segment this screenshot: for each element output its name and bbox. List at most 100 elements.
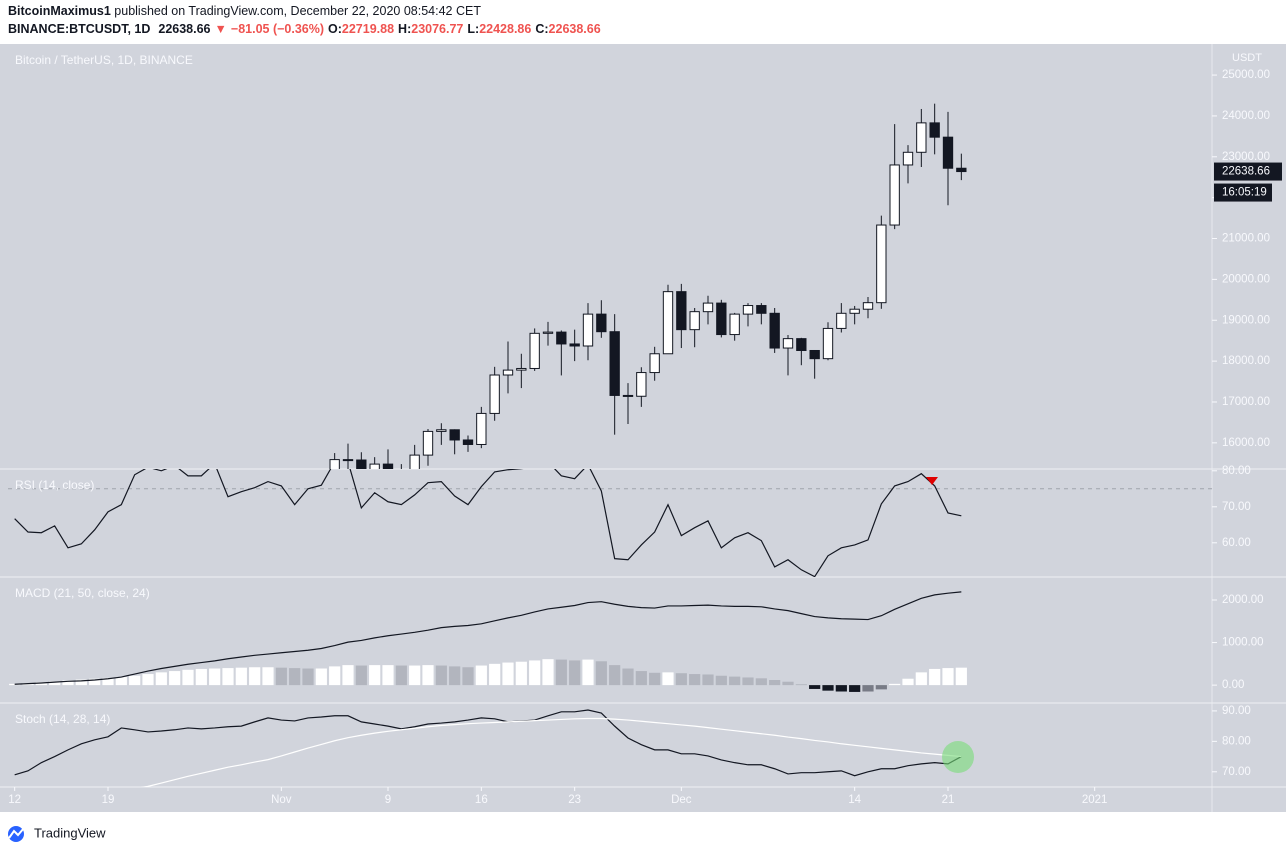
histogram-bar [62,680,74,686]
histogram-bar [622,668,634,686]
histogram-bar [542,659,554,686]
candle-body [876,224,887,304]
histogram-bar [569,660,581,686]
symbol: BINANCE:BTCUSDT, 1D [8,22,150,36]
pane-title: Bitcoin / TetherUS, 1D, BINANCE [15,53,193,67]
candle-body [689,311,700,331]
candle-body [436,429,447,432]
y-tick-label: 18000.00 [1222,355,1270,367]
y-tick-label: 80.00 [1222,465,1251,477]
candle-body [409,454,420,469]
histogram-bar [342,665,354,686]
pane-title: Stoch (14, 28, 14) [15,712,110,726]
pane-title: RSI (14, close) [15,478,94,492]
candle-body [862,302,874,310]
author: BitcoinMaximus1 [8,4,111,18]
stoch-highlight [942,741,974,773]
y-tick-label: 23000.00 [1222,151,1270,163]
candle-body [849,308,860,314]
histogram-bar [155,672,167,686]
histogram-bar [115,677,127,686]
candle-body [556,331,567,345]
countdown-label: 16:05:19 [1222,187,1267,199]
header-line: BitcoinMaximus1 published on TradingView… [8,4,481,18]
ohlc-value: 22428.86 [479,22,531,36]
histogram-bar [409,665,421,686]
x-tick-label: 16 [475,794,488,806]
histogram-bar [862,685,874,692]
candle-body [742,305,754,315]
histogram-bar [35,682,47,686]
histogram-bar [782,681,794,686]
histogram-bar [769,680,781,686]
histogram-bar [529,660,541,686]
candle-body [769,312,780,349]
candle-body [382,463,394,469]
rsi-signal-marker [926,477,938,485]
histogram-bar [662,672,674,686]
histogram-bar [822,685,834,691]
candle-body [489,374,500,414]
symbol-line: BINANCE:BTCUSDT, 1D 22638.66 ▼ −81.05 (−0.3… [8,22,601,36]
x-tick-label: Dec [671,794,692,806]
x-tick-label: Nov [271,794,292,806]
y-tick-label: 19000.00 [1222,314,1270,326]
histogram-bar [289,668,301,686]
candle-body [836,312,847,329]
histogram-bar [75,679,87,686]
histogram-bar [315,668,327,686]
histogram-bar [515,661,527,686]
y-tick-label: 2000.00 [1222,594,1264,606]
x-tick-label: 23 [568,794,581,806]
candle-body [516,367,527,371]
candle-body [702,302,714,313]
candle-body [342,459,354,462]
candle-body [676,291,687,331]
histogram-bar [609,665,621,686]
candle-body [609,331,620,396]
histogram-bar [715,675,727,686]
ohlc-value: 22719.88 [342,22,394,36]
candle-body [822,327,834,360]
y-tick-label: 60.00 [1222,537,1251,549]
y-axis-label: USDT [1232,52,1262,64]
pane [329,103,967,469]
pane [9,591,967,692]
last-price-box [1214,162,1282,181]
y-tick-label: 1000.00 [1222,637,1264,649]
ohlc-label: H: [398,22,411,36]
candle-body [889,164,900,226]
series-line [140,717,962,787]
histogram-bar [889,683,901,686]
histogram-bar [195,668,207,686]
histogram-bar [929,668,941,686]
last-price: 22638.66 [158,22,210,36]
histogram-bar [449,666,461,686]
candle-body [542,331,554,334]
histogram-bar [9,683,21,686]
histogram-bar [675,673,687,686]
candle-body [462,439,474,445]
y-tick-label: 16000.00 [1222,437,1270,449]
histogram-bar [902,678,914,686]
x-tick-label: 21 [942,794,955,806]
histogram-bar [329,666,341,686]
histogram-bar [489,663,501,686]
series-line [14,469,962,577]
candle-body [902,151,914,166]
ohlc-value: 23076.77 [411,22,463,36]
x-tick-label: 9 [385,794,391,806]
x-tick-label: 12 [8,794,21,806]
series-line [14,709,962,777]
histogram-bar [102,677,114,686]
histogram-bar [835,685,847,692]
y-tick-label: 0.00 [1222,679,1244,691]
histogram-bar [422,665,434,686]
histogram-bar [129,675,141,686]
countdown-box [1214,183,1272,202]
histogram-bar [222,668,234,686]
histogram-bar [275,667,287,686]
candle-body [529,332,540,369]
histogram-bar [942,668,954,686]
